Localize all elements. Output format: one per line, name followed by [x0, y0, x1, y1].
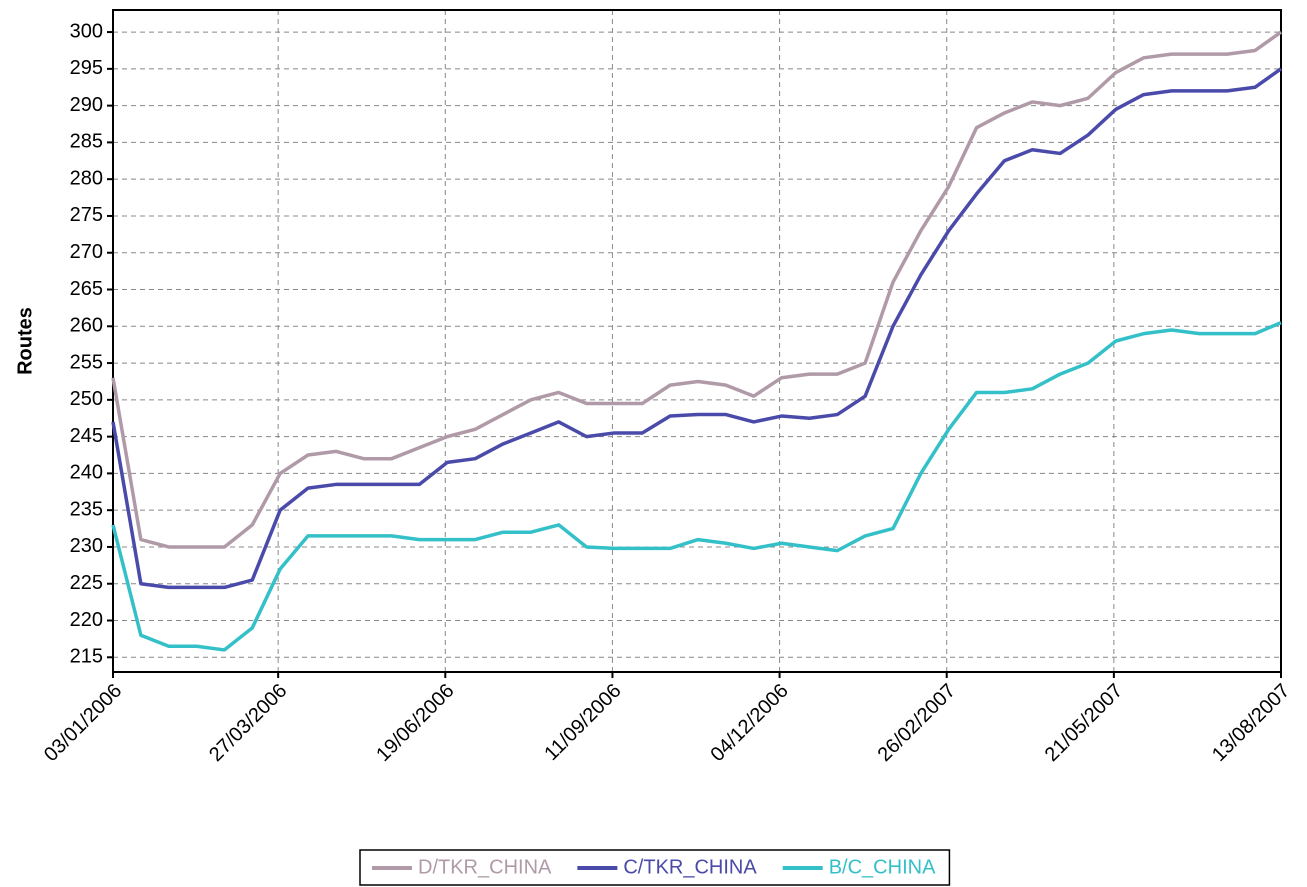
y-tick-label: 285 — [70, 131, 103, 153]
x-tick-label: 03/01/2006 — [40, 680, 126, 766]
y-tick-label: 275 — [70, 204, 103, 226]
series-line — [111, 321, 1282, 652]
y-tick-label: 260 — [70, 315, 103, 337]
y-tick-label: 215 — [70, 646, 103, 668]
x-tick-label: 21/05/2007 — [1041, 680, 1127, 766]
y-tick-label: 300 — [70, 20, 103, 42]
y-tick-label: 245 — [70, 425, 103, 447]
y-tick-label: 220 — [70, 609, 103, 631]
x-tick-label: 27/03/2006 — [205, 680, 291, 766]
y-tick-label: 255 — [70, 351, 103, 373]
y-tick-label: 235 — [70, 498, 103, 520]
plot-border — [112, 9, 1282, 673]
legend-label: C/TKR_CHINA — [623, 856, 757, 878]
x-tick-label: 26/02/2007 — [874, 680, 960, 766]
legend-label: D/TKR_CHINA — [418, 856, 552, 878]
y-tick-label: 290 — [70, 94, 103, 116]
legend: D/TKR_CHINA C/TKR_CHINA B/C_CHINA — [359, 849, 951, 886]
x-tick-label: 04/12/2006 — [707, 680, 793, 766]
x-tick-label: 13/08/2007 — [1208, 680, 1294, 766]
x-tick-label: 11/09/2006 — [540, 680, 625, 765]
y-tick-label: 280 — [70, 167, 103, 189]
y-tick-label: 225 — [70, 572, 103, 594]
y-tick-label: 295 — [70, 57, 103, 79]
y-tick-label: 265 — [70, 278, 103, 300]
legend-box — [359, 849, 951, 886]
legend-label: B/C_CHINA — [829, 856, 936, 878]
y-tick-label: 240 — [70, 462, 103, 484]
y-tick-label: 230 — [70, 535, 103, 557]
y-axis-label: Routes — [14, 307, 36, 375]
y-tick-label: 250 — [70, 388, 103, 410]
series-line — [111, 30, 1283, 549]
x-tick-label: 19/06/2006 — [372, 680, 458, 766]
y-tick-label: 270 — [70, 241, 103, 263]
series-line — [111, 67, 1283, 590]
